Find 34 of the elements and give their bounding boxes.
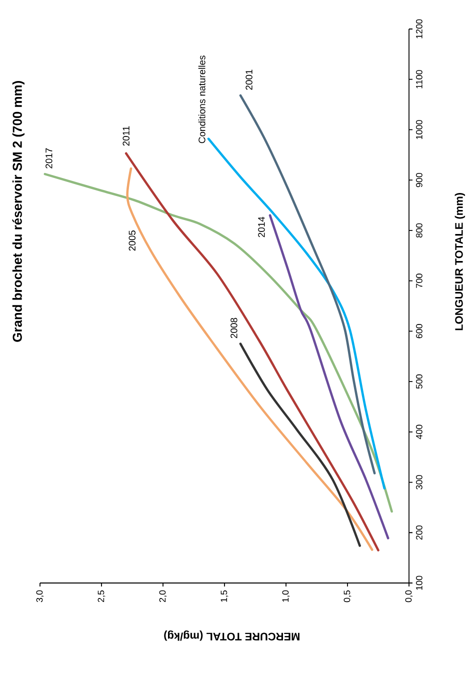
line-series — [207, 138, 386, 490]
y-tick-label: 900 — [416, 172, 422, 188]
x-tick-label: 2,0 — [159, 590, 167, 602]
line-series — [268, 214, 390, 540]
text: 2008 — [230, 318, 238, 338]
y-tick-label: 1000 — [416, 120, 422, 140]
x-tick-label: 2,5 — [98, 590, 106, 602]
text: 2011 — [122, 126, 130, 146]
text: 2014 — [258, 216, 265, 238]
y-tick-label: 1200 — [416, 19, 422, 38]
line-series — [239, 94, 376, 474]
text: Grand brochet du réservoir SM 2 (700 mm) — [12, 81, 24, 342]
x-tick-label: 1,0 — [282, 590, 290, 602]
y-tick-label: 1100 — [416, 70, 422, 88]
y-tick-label: 600 — [416, 324, 422, 338]
text: 2001 — [246, 70, 252, 90]
x-tick-label: 3,0 — [36, 590, 44, 602]
x-tick-label: 0,0 — [405, 590, 413, 602]
x-tick-label: 0,5 — [344, 590, 352, 602]
text: 2005 — [128, 230, 136, 251]
y-tick-label: 300 — [416, 475, 422, 490]
x-tick-label: 1,5 — [220, 590, 228, 602]
y-tick-label: 700 — [416, 274, 422, 288]
x-axis-title: MERCURE TOTAL (mg/kg) — [164, 630, 300, 641]
line-series — [44, 172, 393, 513]
y-axis-title: LONGUEUR TOTALE (mm) — [454, 193, 466, 330]
y-tick-label: 800 — [416, 223, 422, 238]
y-tick-label: 100 — [416, 576, 422, 590]
line-series — [239, 342, 361, 547]
y-tick-label: 200 — [416, 526, 422, 540]
y-tick-label: 400 — [416, 424, 422, 440]
text: Conditions naturelles — [198, 56, 206, 144]
y-tick-label: 500 — [416, 374, 422, 389]
text: 2017 — [46, 148, 52, 168]
